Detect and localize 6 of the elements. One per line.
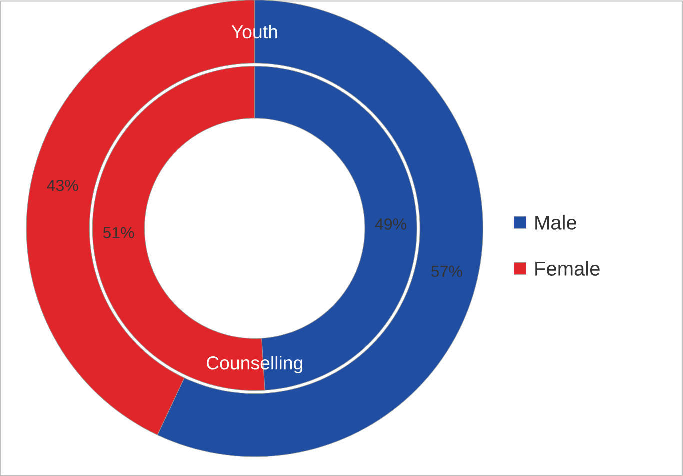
data-label: 49% bbox=[375, 218, 406, 230]
data-label: 57% bbox=[432, 266, 462, 277]
legend-label: Male bbox=[536, 215, 576, 230]
data-label: 43% bbox=[47, 180, 78, 192]
legend-label: Female bbox=[536, 261, 600, 276]
data-label: 51% bbox=[103, 226, 134, 238]
